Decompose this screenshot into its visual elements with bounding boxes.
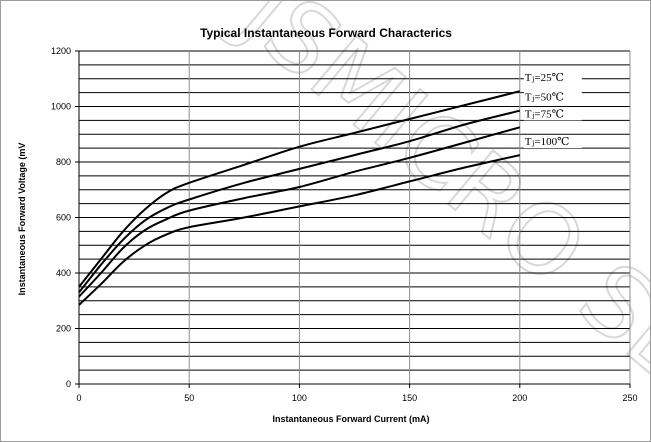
x-tick-label: 200: [512, 393, 527, 403]
x-tick-label: 100: [292, 393, 307, 403]
y-axis-label: Instantaneous Forward Voltage (mV: [17, 143, 27, 296]
series-layer: Tⱼ=25℃ Tⱼ=50℃ Tⱼ=75℃ Tⱼ=100℃: [78, 71, 582, 306]
y-tick-label: 800: [56, 157, 71, 167]
axis-layer: 0 200 400 600 800 1000 1200 0 50 100 150 200 250: [51, 46, 638, 403]
y-tick-label: 1000: [51, 102, 71, 112]
series-label-4: Tⱼ=100℃: [525, 136, 570, 148]
y-tick-label: 400: [56, 268, 71, 278]
series-label-bg: [523, 107, 582, 121]
series-label-1: Tⱼ=25℃: [525, 72, 564, 84]
series-line-3: [78, 126, 521, 298]
x-tick-label: 250: [622, 393, 637, 403]
y-tick-label: 200: [56, 324, 71, 334]
y-tick-label: 600: [56, 213, 71, 223]
chart-title: Typical Instantaneous Forward Characteri…: [200, 26, 452, 40]
x-tick-label: 50: [184, 393, 194, 403]
series-label-3: Tⱼ=75℃: [525, 108, 564, 120]
x-tick-label: 150: [402, 393, 417, 403]
watermark: JSMICRO SE: [217, 1, 650, 405]
series-line-1: [78, 90, 521, 288]
x-axis-label: Instantaneous Forward Current (mA): [272, 414, 429, 424]
y-tick-label: 1200: [51, 46, 71, 56]
series-label-bg: [523, 90, 582, 104]
x-tick-label: 0: [76, 393, 81, 403]
series-line-4: [78, 154, 521, 306]
series-line-2: [78, 109, 521, 294]
watermark-layer: JSMICRO SE: [216, 1, 650, 406]
y-tick-label: 0: [66, 379, 71, 389]
series-label-bg: [523, 135, 582, 149]
series-label-bg: [523, 71, 582, 85]
series-label-2: Tⱼ=50℃: [525, 92, 564, 104]
